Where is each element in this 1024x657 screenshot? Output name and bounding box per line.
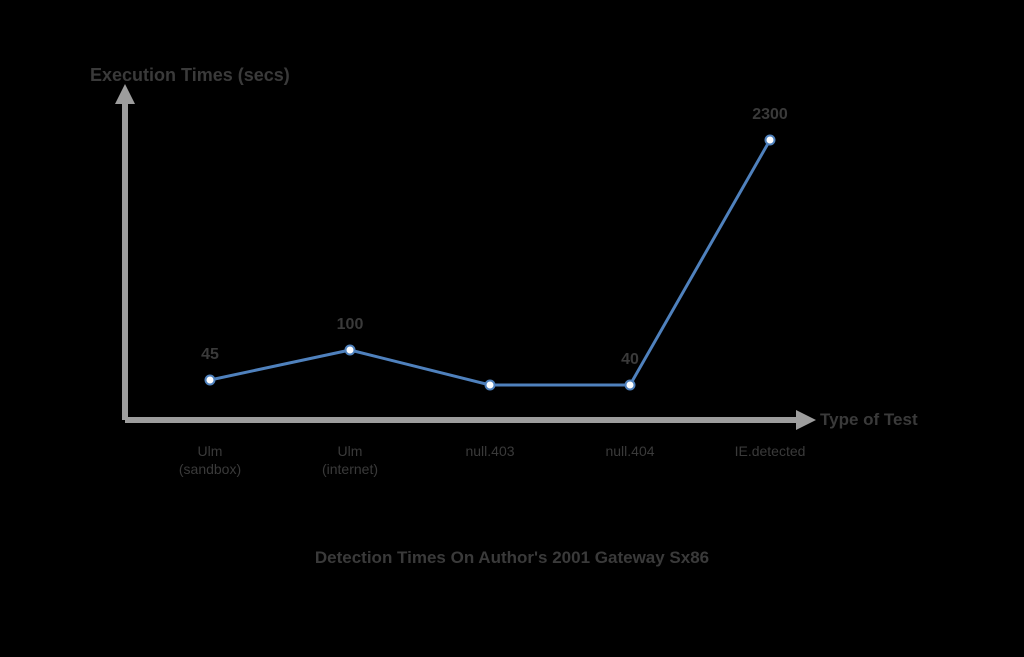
point-value-label: 40 <box>621 351 639 369</box>
x-category-label: null.404 <box>605 442 654 460</box>
point-value-label: 100 <box>337 316 364 334</box>
x-category-label: Ulm (internet) <box>322 442 378 478</box>
chart-caption: Detection Times On Author's 2001 Gateway… <box>0 548 1024 568</box>
x-category-label: IE.detected <box>735 442 806 460</box>
x-category-label: Ulm (sandbox) <box>179 442 241 478</box>
x-category-label: null.403 <box>465 442 514 460</box>
point-value-label: 45 <box>201 346 219 364</box>
point-value-label: 2300 <box>752 106 788 124</box>
line-chart: Execution Times (secs) Type of Test Ulm … <box>0 0 1024 657</box>
